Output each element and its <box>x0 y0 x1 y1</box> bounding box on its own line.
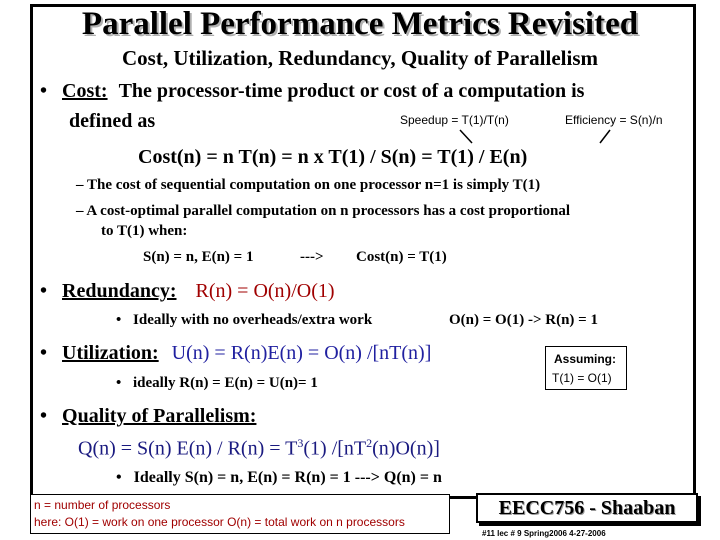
redundancy-label: Redundancy: <box>62 280 177 302</box>
assuming-line1: Assuming: <box>554 352 617 366</box>
speedup-note: Speedup = T(1)/T(n) <box>400 113 509 127</box>
slide-subtitle: Cost, Utilization, Redundancy, Quality o… <box>121 46 598 70</box>
cost-sub1: – The cost of sequential computation on … <box>76 177 541 193</box>
utilization-ideal: • ideally R(n) = E(n) = U(n)= 1 <box>116 375 318 391</box>
redundancy-bullet-line: • Redundancy: R(n) = O(n)/O(1) <box>40 280 335 303</box>
cost-bullet-line: • Cost: The processor-time product or co… <box>40 80 584 103</box>
efficiency-note: Efficiency = S(n)/n <box>565 113 663 127</box>
slide-title: Parallel Performance Metrics Revisited <box>81 6 639 42</box>
utilization-formula: U(n) = R(n)E(n) = O(n) /[nT(n)] <box>171 342 432 364</box>
bullet-icon: • <box>40 280 48 302</box>
legend-box: n = number of processors here: O(1) = wo… <box>30 494 450 534</box>
cost-text-line1: The processor-time product or cost of a … <box>118 80 585 102</box>
bullet-icon: • <box>116 375 122 391</box>
redundancy-formula: R(n) = O(n)/O(1) <box>195 280 335 302</box>
cost-condition-a: S(n) = n, E(n) = 1 <box>143 249 254 265</box>
quality-formula: Q(n) = S(n) E(n) / R(n) = T3(1) /[nT2(n)… <box>78 436 440 460</box>
cost-text-line2: defined as <box>69 110 156 132</box>
cost-sub2-line2: to T(1) when: <box>101 223 188 239</box>
redundancy-ideal-result: O(n) = O(1) -> R(n) = 1 <box>449 312 598 328</box>
legend-line2: here: O(1) = work on one processor O(n) … <box>34 515 405 529</box>
assuming-line2: T(1) = O(1) <box>552 371 612 385</box>
cost-sub2-line1: – A cost-optimal parallel computation on… <box>76 203 571 219</box>
bullet-icon: • <box>40 342 48 364</box>
quality-ideal: • Ideally S(n) = n, E(n) = R(n) = 1 --->… <box>116 469 442 486</box>
slide-footer: #11 lec # 9 Spring2006 4-27-2006 <box>482 529 606 538</box>
bullet-icon: • <box>116 312 122 328</box>
assuming-box: Assuming: T(1) = O(1) <box>545 346 627 390</box>
bullet-icon: • <box>40 80 48 102</box>
quality-label: Quality of Parallelism: <box>62 405 257 427</box>
course-box: EECC756 - Shaaban <box>476 493 698 523</box>
legend-line1: n = number of processors <box>34 498 171 512</box>
redundancy-ideal: • Ideally with no overheads/extra work <box>116 312 373 328</box>
cost-condition-b: Cost(n) = T(1) <box>356 249 447 265</box>
bullet-icon: • <box>116 469 122 486</box>
cost-label: Cost: <box>62 80 108 102</box>
cost-condition-arrow: ---> <box>300 249 324 265</box>
bullet-icon: • <box>40 405 48 427</box>
quality-bullet-line: • Quality of Parallelism: <box>40 405 256 428</box>
utilization-label: Utilization: <box>62 342 159 364</box>
utilization-bullet-line: • Utilization: U(n) = R(n)E(n) = O(n) /[… <box>40 342 431 365</box>
cost-formula: Cost(n) = n T(n) = n x T(1) / S(n) = T(1… <box>138 146 528 168</box>
